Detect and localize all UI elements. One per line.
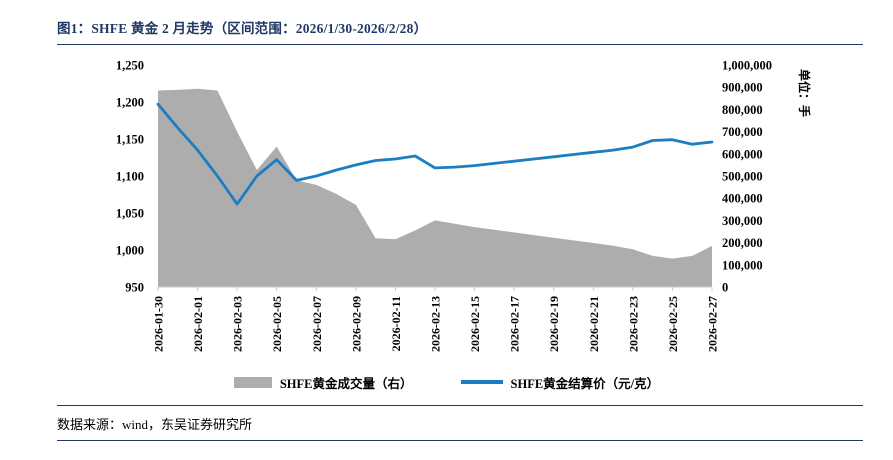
x-axis-tick-label: 2026-02-27	[706, 296, 720, 352]
right-axis-tick-label: 500,000	[722, 170, 763, 184]
left-axis-tick-label: 950	[125, 281, 144, 295]
x-axis-tick-label: 2026-01-30	[152, 296, 166, 352]
price-line-swatch-icon	[460, 380, 503, 384]
x-axis-tick-label: 2026-02-01	[191, 296, 205, 352]
legend-item-volume: SHFE黄金成交量（右）	[233, 373, 413, 392]
right-axis-labels: 0 100,000 200,000 300,000 400,000 500,000 600,…	[722, 59, 772, 295]
x-axis-tick-label: 2026-02-23	[626, 296, 640, 352]
right-axis-tick-label: 700,000	[722, 125, 763, 139]
right-axis-tick-label: 300,000	[722, 214, 763, 228]
right-axis-tick-label: 100,000	[722, 258, 763, 272]
right-axis-unit-label: 单位：手	[797, 69, 812, 117]
x-axis-tick-label: 2026-02-09	[349, 296, 363, 352]
left-axis-tick-label: 1,150	[116, 133, 144, 147]
x-axis-tick-label: 2026-02-17	[508, 296, 522, 352]
title-divider	[57, 44, 863, 45]
left-axis-tick-label: 1,050	[116, 207, 144, 221]
figure-title: 图1：SHFE 黄金 2 月走势（区间范围：2026/1/30-2026/2/2…	[57, 21, 428, 36]
legend-item-price: SHFE黄金结算价（元/克）	[460, 373, 660, 392]
x-axis-ticks	[157, 287, 713, 291]
right-axis-tick-label: 800,000	[722, 103, 763, 117]
right-axis-tick-label: 200,000	[722, 236, 763, 250]
right-axis-tick-label: 400,000	[722, 192, 763, 206]
x-axis-tick-label: 2026-02-25	[666, 296, 680, 352]
x-axis-labels: 2026-01-30 2026-02-01 2026-02-03 2026-02-05…	[152, 296, 720, 352]
right-axis-tick-label: 600,000	[722, 147, 763, 161]
chart-legend: SHFE黄金成交量（右） SHFE黄金结算价（元/克）	[0, 371, 893, 393]
right-axis-tick-label: 1,000,000	[722, 59, 772, 73]
chart-canvas: 950 1,000 1,050 1,100 1,150 1,200 1,250 0 100,00…	[116, 59, 812, 353]
x-axis-tick-label: 2026-02-13	[429, 296, 443, 352]
x-axis-tick-label: 2026-02-03	[231, 296, 245, 352]
bottom-divider	[57, 440, 863, 441]
legend-label-price: SHFE黄金结算价（元/克）	[510, 376, 660, 391]
source-note: 数据来源：wind，东吴证券研究所	[57, 417, 253, 432]
x-axis-tick-label: 2026-02-19	[547, 296, 561, 352]
volume-area	[158, 88, 712, 287]
price-line	[156, 102, 714, 206]
legend-label-volume: SHFE黄金成交量（右）	[279, 376, 413, 391]
volume-area-swatch-icon	[233, 376, 272, 388]
left-axis-tick-label: 1,100	[116, 170, 144, 184]
x-axis-tick-label: 2026-02-21	[587, 296, 601, 352]
right-axis-tick-label: 0	[722, 281, 728, 295]
x-axis-tick-label: 2026-02-15	[468, 296, 482, 352]
left-axis-tick-label: 1,250	[116, 59, 144, 73]
left-axis-tick-label: 1,200	[116, 96, 144, 110]
footer-divider	[57, 405, 863, 406]
x-axis-tick-label: 2026-02-11	[389, 296, 403, 351]
left-axis-tick-label: 1,000	[116, 244, 144, 258]
left-axis-labels: 950 1,000 1,050 1,100 1,150 1,200 1,250	[116, 59, 144, 295]
right-axis-tick-label: 900,000	[722, 81, 763, 95]
x-axis-tick-label: 2026-02-07	[310, 296, 324, 352]
x-axis-tick-label: 2026-02-05	[270, 296, 284, 352]
